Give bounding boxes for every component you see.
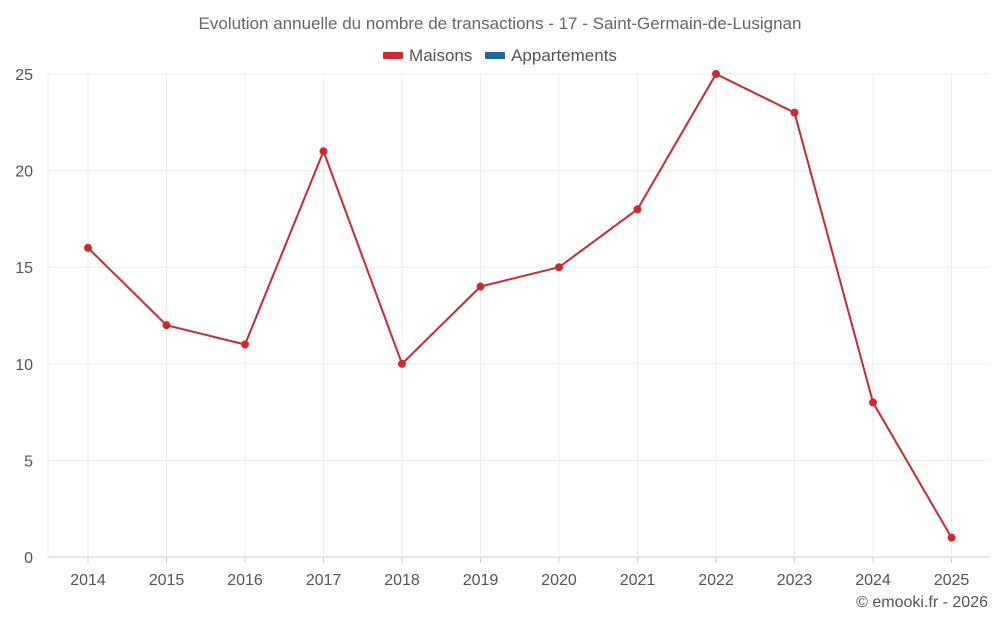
chart-title: Evolution annuelle du nombre de transact… [198,14,802,33]
x-tick-label: 2020 [541,572,577,589]
data-point[interactable] [241,340,249,349]
y-tick-label: 10 [15,357,33,374]
x-tick-label: 2019 [463,572,499,589]
x-tick-label: 2015 [149,572,185,589]
data-point[interactable] [555,263,563,272]
data-point[interactable] [947,533,956,542]
data-point[interactable] [319,147,328,156]
chart-legend: Maisons Appartements [0,44,1000,66]
x-tick-label: 2016 [227,572,263,589]
legend-label-maisons: Maisons [409,45,473,65]
legend-swatch-maisons [383,52,404,59]
legend-swatch-appartements [485,52,506,59]
y-tick-label: 5 [24,453,33,470]
data-point[interactable] [162,321,171,330]
y-tick-label: 20 [15,164,33,181]
x-tick-label: 2017 [306,572,342,589]
y-tick-label: 0 [24,550,33,567]
x-tick-label: 2025 [934,572,970,589]
y-tick-label: 15 [15,260,33,277]
legend-label-appartements: Appartements [511,45,617,65]
data-point[interactable] [84,243,92,252]
data-point[interactable] [712,70,720,78]
data-point[interactable] [476,282,485,291]
x-tick-label: 2023 [777,572,813,589]
x-tick-label: 2014 [70,572,106,589]
data-point[interactable] [398,359,406,368]
x-tick-label: 2022 [698,572,734,589]
credit-text: © emooki.fr - 2026 [856,594,988,611]
x-tick-label: 2024 [855,572,891,589]
legend-item-maisons[interactable]: Maisons [383,46,472,66]
y-tick-label: 25 [15,67,33,84]
x-tick-label: 2021 [620,572,656,589]
data-point[interactable] [869,398,877,407]
data-point[interactable] [633,205,642,214]
data-point[interactable] [790,108,799,117]
x-tick-label: 2018 [384,572,420,589]
legend-item-appartements[interactable]: Appartements [485,46,617,66]
series-line-maisons [87,73,953,539]
